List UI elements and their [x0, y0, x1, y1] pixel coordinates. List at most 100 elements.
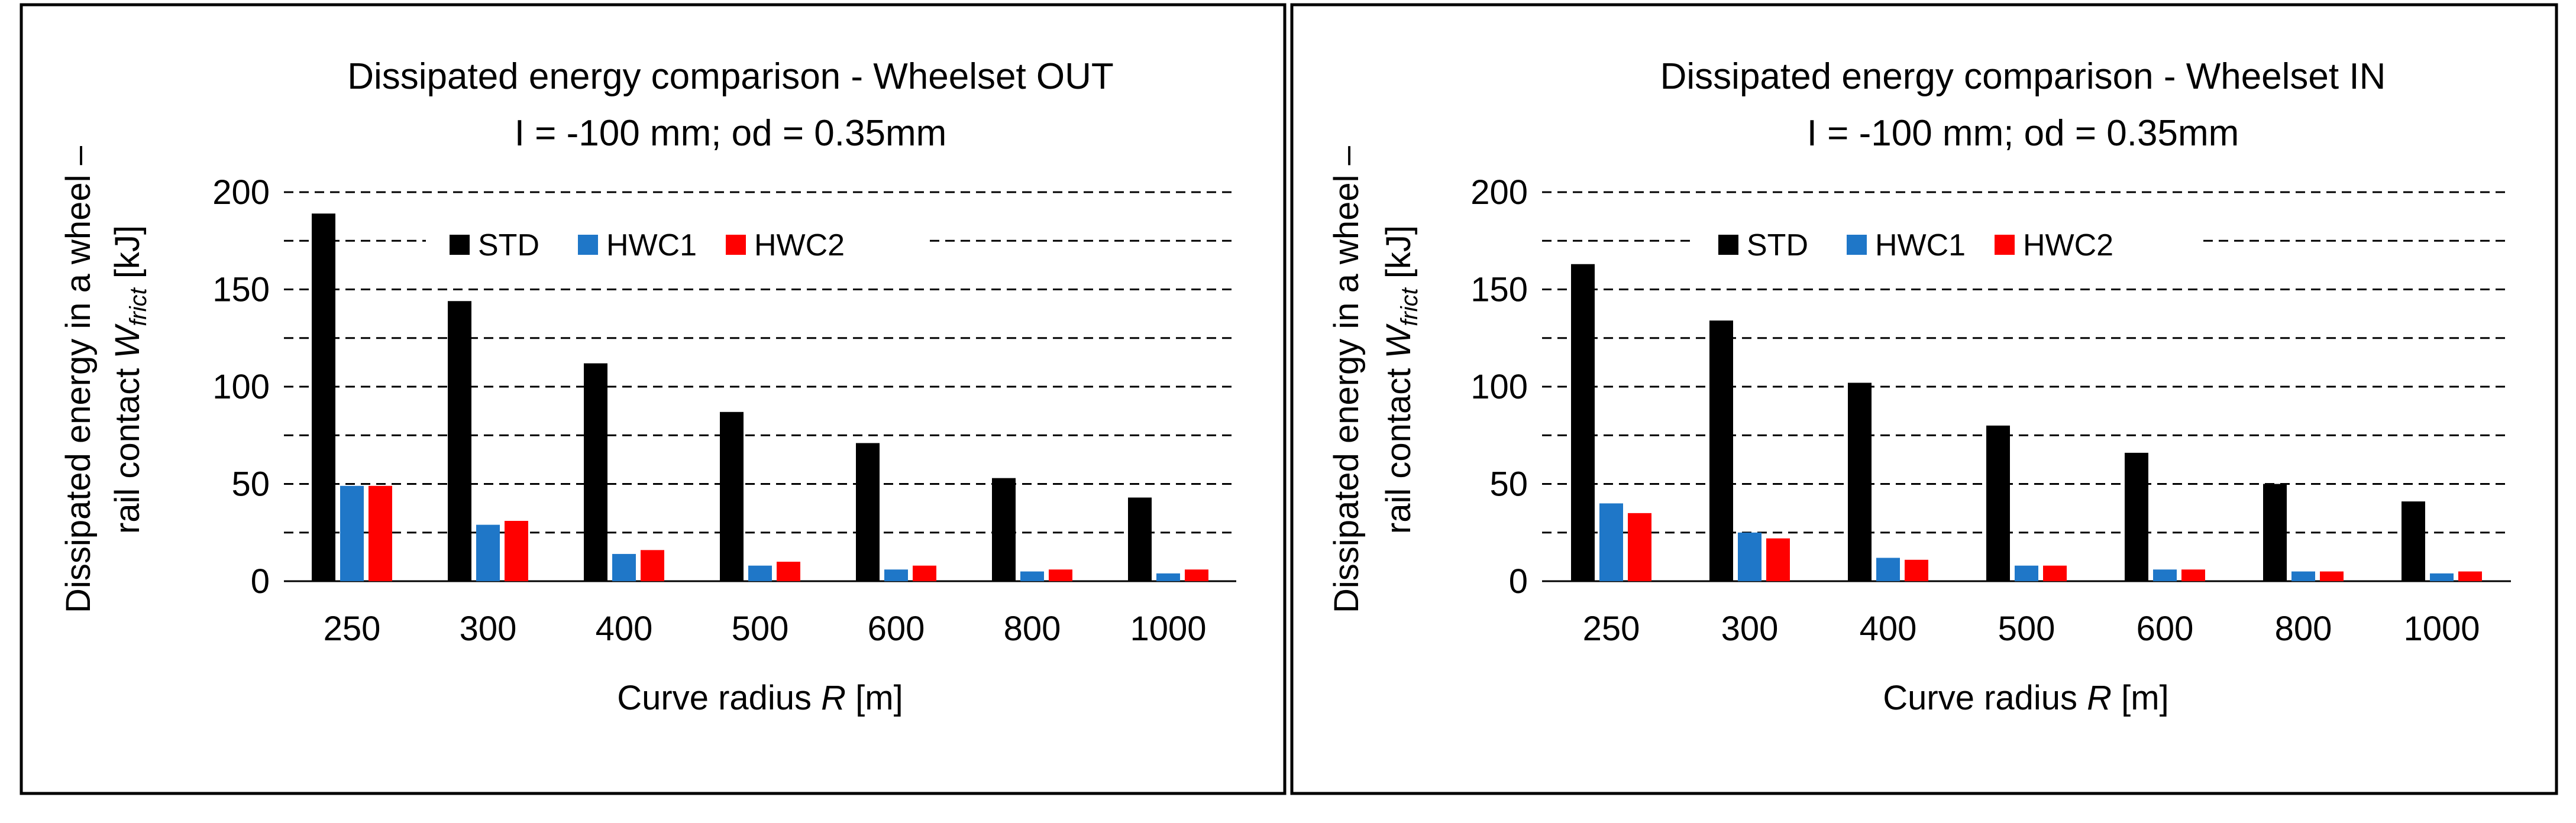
x-tick-label: 800: [1004, 610, 1061, 648]
bar-hwc1-250: [1599, 503, 1623, 581]
bar-hwc1-400: [612, 553, 636, 581]
bar-std-500: [1986, 425, 2010, 581]
bar-std-300: [448, 301, 471, 581]
x-tick-label: 1000: [2403, 610, 2480, 648]
panel-border: [20, 3, 1287, 795]
x-axis-title: Curve radius R [m]: [1883, 679, 2168, 717]
bar-hwc1-800: [2291, 571, 2315, 581]
bar-hwc1-300: [476, 524, 500, 581]
y-axis-title-symbol: W: [1379, 323, 1418, 358]
legend-label-std: STD: [1747, 228, 1808, 263]
bar-hwc1-500: [748, 565, 772, 581]
x-tick-label: 250: [324, 610, 381, 648]
bar-hwc1-500: [2015, 565, 2038, 581]
bar-hwc2-250: [1628, 513, 1651, 581]
x-axis-title: Curve radius R [m]: [617, 679, 903, 717]
chart-panel-wheelset-in: 0 50 100 150 200 250 300 400 500 600 800 1000 STD HWC…: [1290, 3, 2558, 795]
bar-hwc2-400: [1905, 559, 1928, 581]
bar-hwc2-800: [2320, 571, 2344, 581]
legend-swatch-hwc2: [726, 235, 746, 255]
y-tick-label: 200: [1470, 173, 1528, 212]
bar-std-400: [1848, 383, 1872, 581]
y-axis-title-prefix: rail contact: [108, 358, 147, 534]
legend-label-hwc2: HWC2: [754, 228, 845, 263]
bar-hwc2-800: [1049, 569, 1072, 581]
y-axis-title-line1: Dissipated energy in a wheel –: [59, 145, 98, 613]
bar-hwc1-600: [884, 569, 908, 581]
y-axis-title-subscript: frict: [125, 287, 151, 326]
bar-std-500: [720, 412, 744, 581]
x-tick-label: 500: [1998, 610, 2055, 648]
y-axis-title-suffix: [kJ]: [108, 225, 147, 288]
bar-hwc1-600: [2153, 569, 2177, 581]
y-axis-title-line1: Dissipated energy in a wheel –: [1327, 145, 1366, 613]
x-tick-label: 400: [596, 610, 653, 648]
legend-label-std: STD: [478, 228, 539, 263]
legend-swatch-hwc1: [1847, 235, 1867, 255]
bar-hwc2-300: [505, 521, 528, 581]
x-tick-label: 250: [1583, 610, 1640, 648]
bar-std-250: [1571, 264, 1595, 582]
x-axis-title-suffix: [m]: [846, 679, 903, 717]
chart-title: Dissipated energy comparison - Wheelset …: [347, 56, 1114, 97]
bar-std-1000: [1128, 497, 1152, 581]
bar-hwc1-800: [1020, 571, 1044, 581]
x-axis-title-prefix: Curve radius: [617, 679, 821, 717]
y-axis-title-line2: rail contact Wfrict [kJ]: [1379, 225, 1423, 534]
x-axis-title-symbol: R: [821, 679, 846, 717]
bar-hwc2-600: [2181, 569, 2205, 581]
bar-std-600: [2125, 452, 2148, 581]
y-axis-title-suffix: [kJ]: [1379, 225, 1418, 288]
legend-background: [426, 228, 929, 281]
legend-swatch-hwc1: [578, 235, 598, 255]
legend-label-hwc2: HWC2: [2023, 228, 2113, 263]
bar-std-800: [992, 478, 1016, 581]
y-axis-title-symbol: W: [108, 323, 147, 358]
panel-border: [1290, 3, 2558, 795]
bar-hwc1-1000: [2430, 573, 2454, 581]
bar-std-250: [312, 213, 335, 581]
bar-hwc2-500: [2043, 565, 2067, 581]
x-tick-label: 800: [2275, 610, 2332, 648]
y-tick-label: 50: [231, 465, 270, 504]
bar-hwc1-250: [340, 485, 364, 581]
bar-hwc2-300: [1766, 538, 1790, 581]
legend-label-hwc1: HWC1: [1875, 228, 1966, 263]
chart-subtitle: I = -100 mm; od = 0.35mm: [515, 113, 947, 154]
bar-std-800: [2263, 484, 2287, 581]
y-axis-title-subscript: frict: [1397, 287, 1423, 326]
y-tick-label: 0: [1509, 562, 1528, 601]
chart-title: Dissipated energy comparison - Wheelset …: [1660, 56, 2386, 97]
bar-hwc2-500: [777, 562, 800, 581]
bar-hwc2-600: [913, 565, 936, 581]
y-tick-label: 0: [251, 562, 270, 601]
bar-hwc1-300: [1738, 532, 1761, 581]
chart-subtitle: I = -100 mm; od = 0.35mm: [1807, 113, 2239, 154]
bar-hwc2-400: [641, 550, 664, 581]
y-tick-label: 150: [212, 271, 270, 309]
x-tick-label: 300: [1721, 610, 1779, 648]
y-axis-title-prefix: rail contact: [1379, 358, 1418, 534]
x-tick-label: 1000: [1130, 610, 1206, 648]
chart-panel-wheelset-out: 0 50 100 150 200 250 300 400 500 600 800 1000 STD HWC…: [20, 3, 1287, 795]
x-tick-label: 300: [460, 610, 517, 648]
legend-background: [1695, 228, 2197, 281]
bar-std-300: [1709, 320, 1733, 581]
bar-std-1000: [2402, 501, 2425, 581]
legend-swatch-std: [450, 235, 470, 255]
legend-swatch-std: [1718, 235, 1738, 255]
x-axis-title-prefix: Curve radius: [1883, 679, 2087, 717]
x-tick-label: 500: [732, 610, 789, 648]
bar-hwc2-1000: [2458, 571, 2482, 581]
x-tick-label: 600: [2137, 610, 2194, 648]
y-axis-title-line2: rail contact Wfrict [kJ]: [108, 225, 151, 534]
legend-label-hwc1: HWC1: [606, 228, 697, 263]
x-tick-label: 400: [1860, 610, 1917, 648]
bar-hwc2-250: [369, 485, 392, 581]
y-tick-label: 50: [1489, 465, 1528, 504]
legend-swatch-hwc2: [1995, 235, 2015, 255]
bar-hwc2-1000: [1185, 569, 1208, 581]
x-axis-title-symbol: R: [2087, 679, 2112, 717]
x-tick-label: 600: [868, 610, 925, 648]
